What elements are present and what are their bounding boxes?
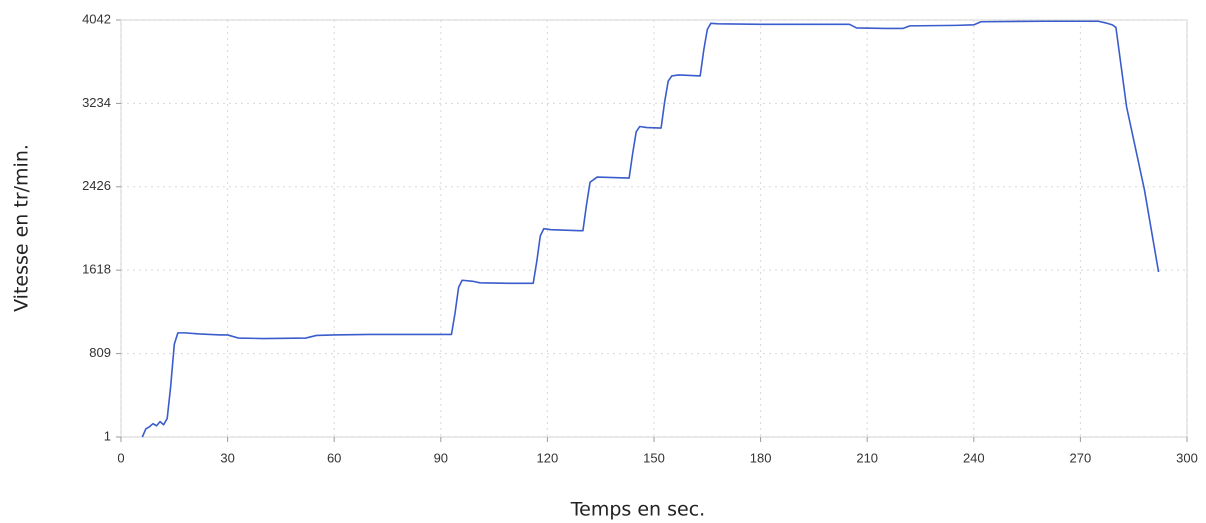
y-tick-label: 809 [89,345,111,360]
x-tick-label: 30 [220,450,234,465]
x-tick-label: 270 [1070,450,1092,465]
y-axis-title: Vitesse en tr/min. [11,144,33,312]
y-tick-label: 3234 [82,95,111,110]
x-tick-label: 60 [327,450,341,465]
x-tick-label: 0 [117,450,124,465]
x-tick-label: 180 [750,450,772,465]
x-tick-label: 210 [856,450,878,465]
x-tick-label: 90 [434,450,448,465]
x-axis-title: Temps en sec. [570,499,705,521]
x-tick-label: 150 [643,450,665,465]
y-tick-label: 1 [104,428,111,443]
y-tick-label: 1618 [82,262,111,277]
y-tick-label: 2426 [82,178,111,193]
x-tick-label: 240 [963,450,985,465]
x-tick-label: 120 [537,450,559,465]
x-tick-label: 300 [1176,450,1198,465]
y-tick-label: 4042 [82,11,111,26]
data-line [141,20,1160,438]
